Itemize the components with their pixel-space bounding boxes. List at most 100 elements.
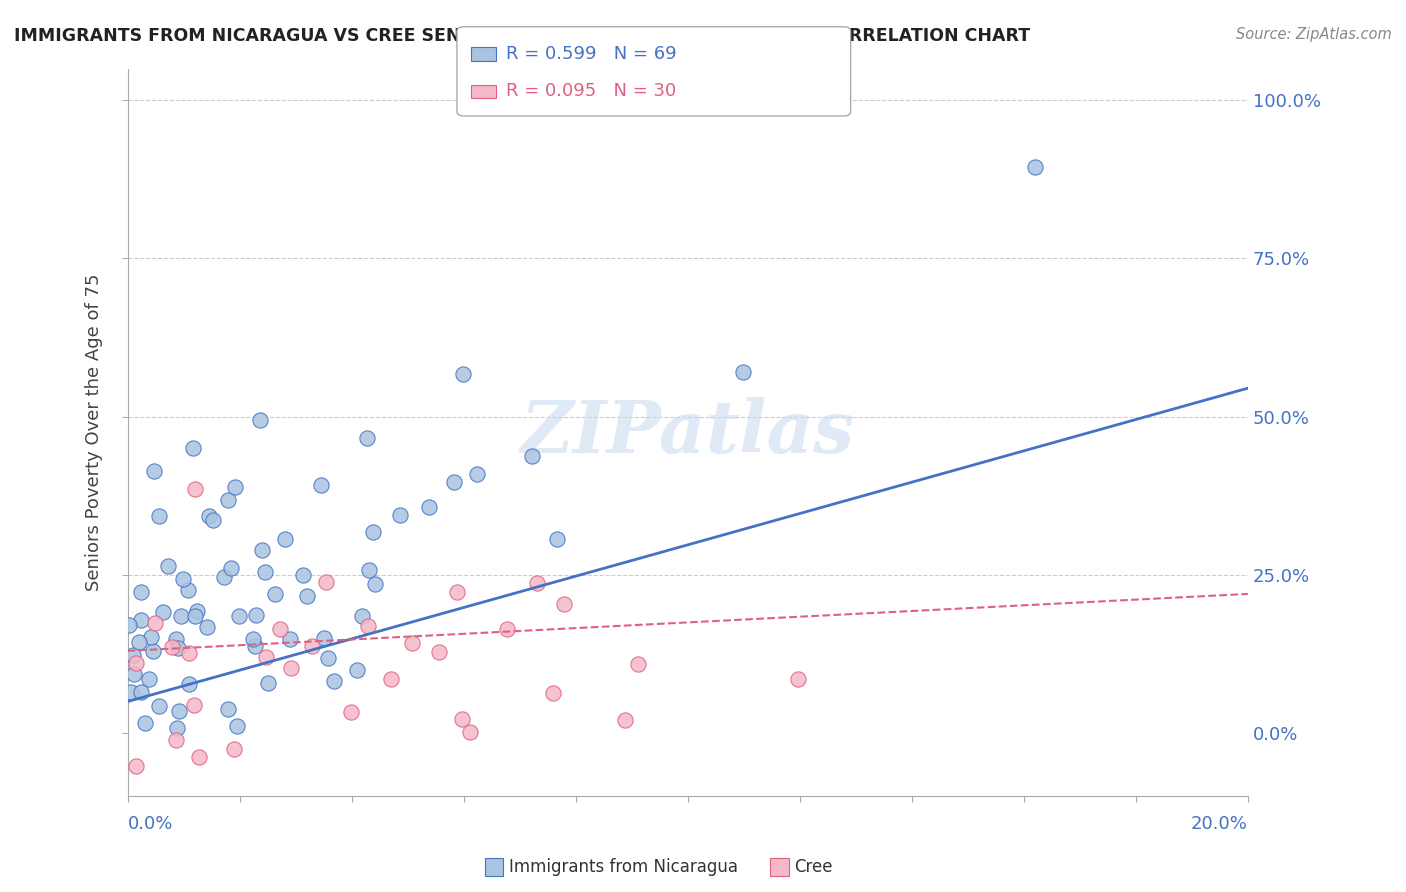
Point bbox=[315, 574, 337, 589]
Point bbox=[217, 492, 239, 507]
Point bbox=[179, 677, 201, 691]
Point bbox=[254, 566, 277, 580]
Point bbox=[125, 656, 148, 670]
Point bbox=[183, 698, 205, 713]
Point bbox=[357, 619, 380, 633]
Point bbox=[257, 675, 280, 690]
Point bbox=[170, 609, 193, 624]
Point bbox=[187, 749, 209, 764]
Point bbox=[467, 467, 489, 481]
Point bbox=[224, 742, 246, 756]
Point bbox=[228, 608, 250, 623]
Point bbox=[446, 584, 468, 599]
Point bbox=[323, 673, 346, 688]
Text: 0.0%: 0.0% bbox=[128, 815, 173, 833]
Point bbox=[129, 613, 152, 627]
Point bbox=[1024, 160, 1046, 174]
Point bbox=[252, 543, 274, 558]
Point bbox=[278, 632, 301, 647]
Point bbox=[245, 608, 267, 623]
Point bbox=[356, 431, 378, 445]
Point bbox=[427, 645, 450, 659]
Point bbox=[280, 661, 302, 675]
Point bbox=[201, 513, 224, 527]
Text: 20.0%: 20.0% bbox=[1191, 815, 1249, 833]
Point bbox=[181, 442, 204, 456]
Point bbox=[731, 365, 754, 379]
Point bbox=[219, 561, 242, 575]
Text: ZIPatlas: ZIPatlas bbox=[520, 397, 855, 468]
Point bbox=[352, 609, 374, 624]
Point bbox=[142, 464, 165, 478]
Point bbox=[166, 640, 188, 655]
Y-axis label: Seniors Poverty Over the Age of 75: Seniors Poverty Over the Age of 75 bbox=[86, 274, 103, 591]
Point bbox=[172, 573, 194, 587]
Point bbox=[495, 622, 517, 636]
Point bbox=[316, 651, 339, 665]
Point bbox=[165, 632, 187, 646]
Point bbox=[122, 648, 145, 663]
Point bbox=[177, 582, 200, 597]
Point bbox=[177, 646, 200, 660]
Point bbox=[443, 475, 465, 489]
Point bbox=[451, 367, 474, 381]
Point bbox=[195, 620, 218, 634]
Point bbox=[167, 704, 190, 718]
Point bbox=[401, 635, 423, 649]
Point bbox=[128, 634, 150, 648]
Text: R = 0.095   N = 30: R = 0.095 N = 30 bbox=[506, 82, 676, 100]
Point bbox=[186, 604, 208, 618]
Point bbox=[269, 623, 291, 637]
Point bbox=[786, 673, 808, 687]
Point bbox=[388, 508, 411, 522]
Point bbox=[627, 657, 650, 672]
Text: R = 0.599   N = 69: R = 0.599 N = 69 bbox=[506, 45, 676, 62]
Point bbox=[212, 570, 235, 584]
Point bbox=[361, 524, 384, 539]
Point bbox=[458, 725, 481, 739]
Point bbox=[148, 699, 170, 714]
Point bbox=[418, 500, 440, 514]
Point bbox=[520, 449, 543, 463]
Point bbox=[541, 686, 564, 700]
Point bbox=[226, 718, 249, 732]
Point bbox=[217, 702, 239, 716]
Point bbox=[273, 532, 295, 546]
Point bbox=[120, 685, 142, 699]
Point bbox=[301, 639, 323, 653]
Text: IMMIGRANTS FROM NICARAGUA VS CREE SENIORS POVERTY OVER THE AGE OF 75 CORRELATION: IMMIGRANTS FROM NICARAGUA VS CREE SENIOR… bbox=[14, 27, 1031, 45]
Point bbox=[184, 483, 207, 497]
Point bbox=[129, 685, 152, 699]
Text: Immigrants from Nicaragua: Immigrants from Nicaragua bbox=[509, 858, 738, 876]
Point bbox=[165, 732, 187, 747]
Point bbox=[139, 630, 162, 644]
Point bbox=[309, 478, 332, 492]
Point bbox=[142, 643, 165, 657]
Point bbox=[224, 480, 246, 494]
Point bbox=[292, 568, 315, 582]
Point bbox=[526, 575, 548, 590]
Point bbox=[242, 632, 264, 646]
Point bbox=[134, 715, 156, 730]
Point bbox=[254, 649, 277, 664]
Text: Cree: Cree bbox=[794, 858, 832, 876]
Point bbox=[553, 597, 575, 611]
Point bbox=[380, 673, 402, 687]
Point bbox=[124, 667, 146, 681]
Point bbox=[263, 587, 285, 601]
Point bbox=[340, 706, 363, 720]
Point bbox=[243, 639, 266, 653]
Point bbox=[357, 563, 380, 577]
Point bbox=[160, 640, 183, 655]
Point bbox=[157, 559, 180, 574]
Point bbox=[346, 663, 368, 677]
Point bbox=[152, 605, 174, 619]
Point bbox=[198, 508, 221, 523]
Point bbox=[295, 589, 318, 603]
Point bbox=[145, 615, 167, 630]
Point bbox=[184, 609, 207, 624]
Text: Source: ZipAtlas.com: Source: ZipAtlas.com bbox=[1236, 27, 1392, 42]
Point bbox=[451, 712, 474, 726]
Point bbox=[138, 673, 160, 687]
Point bbox=[125, 759, 148, 773]
